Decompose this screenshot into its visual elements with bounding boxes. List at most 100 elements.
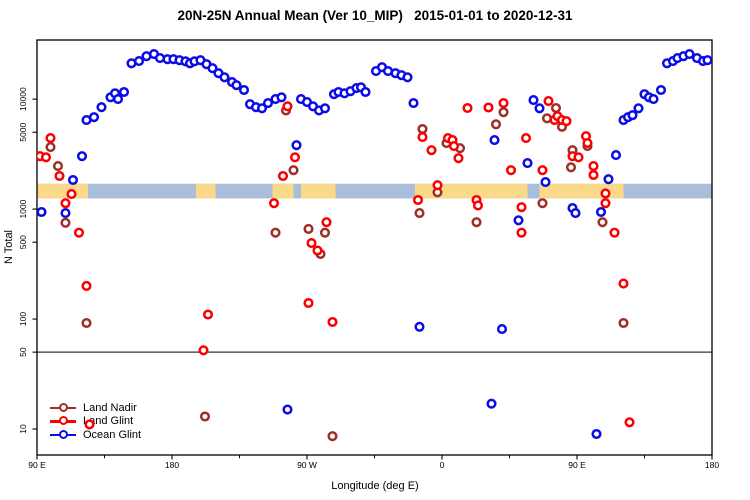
- data-point: [199, 411, 211, 422]
- legend: Land Nadir Land Glint Ocean Glint: [50, 401, 141, 442]
- data-point: [195, 55, 206, 66]
- data-point: [370, 66, 382, 77]
- legend-item-land-nadir: Land Nadir: [50, 401, 141, 415]
- data-point: [277, 170, 289, 182]
- data-point: [556, 115, 568, 126]
- data-point: [402, 72, 413, 83]
- data-point: [270, 227, 281, 238]
- data-point: [327, 431, 338, 442]
- data-point: [414, 321, 425, 332]
- data-point: [472, 200, 484, 211]
- chart-title: 20N-25N Annual Mean (Ver 10_MIP) 2015-01…: [177, 8, 573, 23]
- data-point: [520, 133, 532, 144]
- data-point: [126, 58, 137, 69]
- data-point: [432, 180, 443, 191]
- data-point: [591, 428, 602, 440]
- data-point: [280, 105, 292, 116]
- data-point: [319, 103, 331, 114]
- data-point: [462, 102, 473, 114]
- data-point: [321, 217, 332, 228]
- map-band-land: [196, 183, 216, 199]
- map-band-land: [539, 183, 624, 199]
- legend-label: Ocean Glint: [83, 428, 142, 441]
- data-point: [627, 110, 638, 121]
- data-point: [537, 165, 548, 176]
- data-point: [88, 112, 100, 123]
- data-point: [355, 82, 367, 93]
- data-point: [382, 66, 394, 77]
- data-point: [376, 62, 388, 73]
- data-point: [81, 317, 92, 329]
- data-point: [567, 145, 578, 156]
- data-point: [442, 133, 454, 144]
- data-point: [505, 165, 517, 176]
- data-point: [610, 150, 622, 161]
- x-tick-label: 90 E: [568, 460, 586, 470]
- data-point: [109, 88, 121, 99]
- y-tick-label: 10000: [18, 87, 28, 111]
- data-point: [256, 103, 268, 114]
- data-point: [282, 101, 293, 112]
- data-point: [516, 227, 527, 238]
- data-point: [639, 89, 650, 100]
- x-tick-label: 180: [705, 460, 719, 470]
- data-point: [573, 152, 584, 163]
- data-point: [534, 103, 545, 114]
- data-point: [448, 141, 460, 152]
- data-point: [702, 55, 712, 66]
- data-point: [60, 198, 71, 209]
- data-point: [609, 227, 620, 238]
- data-point: [552, 111, 563, 122]
- data-point: [270, 94, 281, 105]
- data-point: [301, 97, 313, 108]
- data-point: [396, 70, 407, 81]
- data-point: [303, 223, 314, 234]
- ocean-glint-marker-icon: [50, 429, 76, 440]
- data-point: [483, 102, 494, 113]
- data-point: [81, 280, 92, 291]
- data-point: [73, 227, 85, 238]
- data-point: [289, 152, 301, 163]
- data-point: [567, 203, 578, 214]
- data-point: [697, 56, 709, 67]
- data-point: [570, 208, 581, 219]
- data-point: [486, 398, 497, 409]
- data-point: [441, 138, 452, 149]
- data-point: [543, 96, 554, 107]
- data-points-layer: [37, 49, 712, 442]
- data-point: [498, 107, 509, 118]
- data-point: [603, 174, 614, 185]
- x-tick-label: 90 W: [297, 460, 317, 470]
- data-point: [45, 142, 56, 153]
- data-point: [691, 53, 703, 64]
- data-point: [333, 86, 344, 98]
- data-point: [52, 161, 64, 172]
- data-point: [432, 187, 443, 198]
- data-point: [226, 77, 238, 88]
- data-point: [118, 86, 130, 98]
- data-point: [678, 51, 689, 62]
- data-point: [426, 145, 437, 156]
- data-point: [513, 215, 524, 226]
- map-band-land: [37, 183, 88, 199]
- x-tick-label: 180: [165, 460, 179, 470]
- data-point: [303, 297, 314, 309]
- data-point: [618, 278, 629, 289]
- legend-item-ocean-glint: Ocean Glint: [50, 428, 141, 442]
- data-point: [184, 58, 196, 69]
- data-point: [541, 113, 553, 124]
- data-point: [684, 49, 695, 60]
- data-point: [307, 101, 319, 112]
- data-point: [133, 56, 145, 67]
- data-point: [154, 53, 166, 64]
- legend-item-land-glint: Land Glint: [50, 415, 141, 429]
- data-point: [282, 404, 293, 415]
- data-point: [315, 248, 326, 260]
- data-point: [600, 198, 611, 209]
- data-point: [60, 208, 71, 219]
- data-point: [54, 170, 65, 182]
- data-point: [540, 177, 551, 188]
- data-point: [313, 105, 325, 116]
- data-point: [288, 165, 299, 176]
